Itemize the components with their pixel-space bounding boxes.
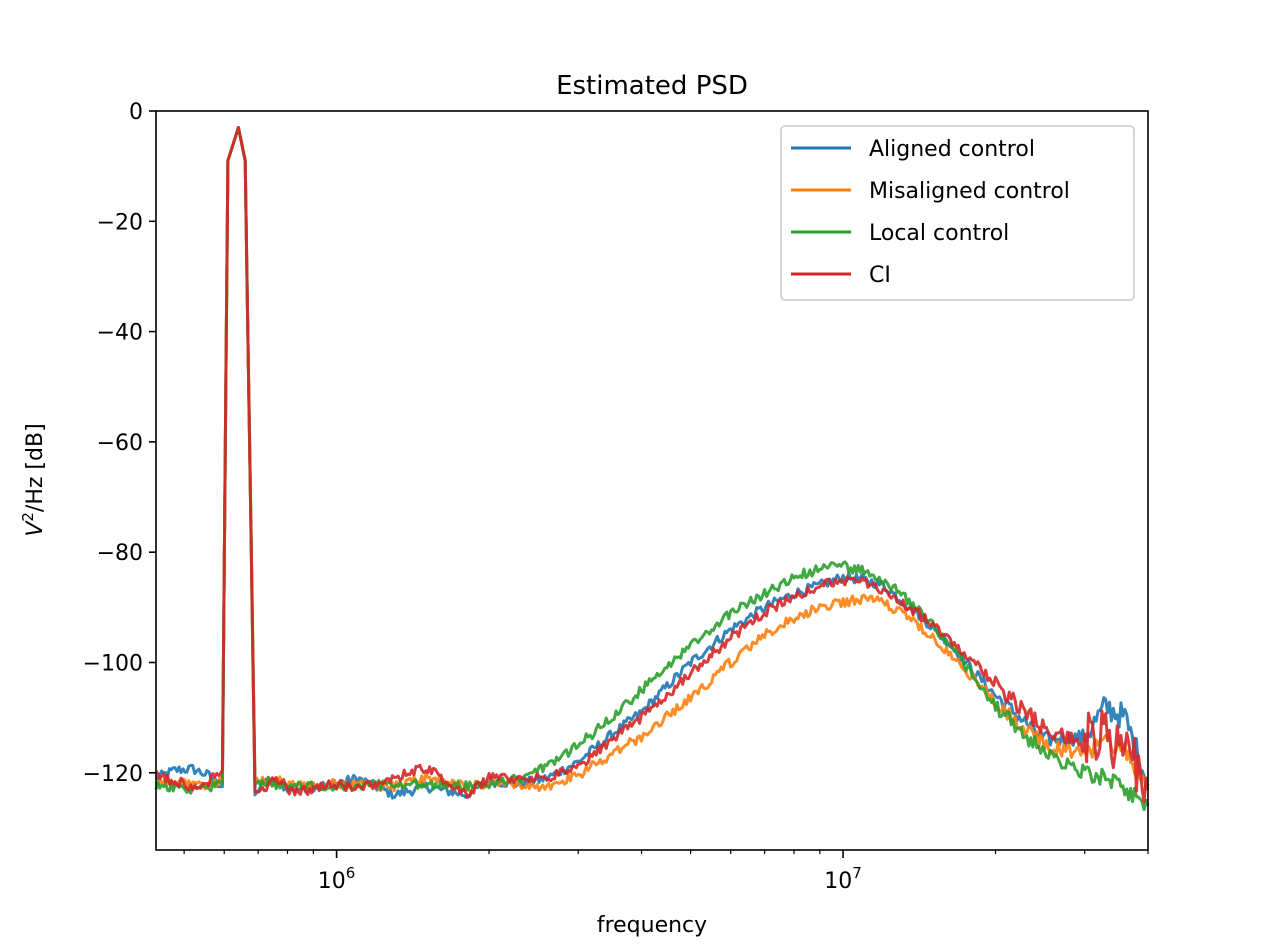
y-tick-label: −40 bbox=[97, 321, 143, 346]
y-tick-label: 0 bbox=[129, 100, 143, 125]
y-tick-label: −60 bbox=[97, 431, 143, 456]
series-line-4 bbox=[154, 126, 1149, 804]
chart-title: Estimated PSD bbox=[556, 71, 748, 101]
legend-label: CI bbox=[869, 263, 891, 288]
legend-label: Local control bbox=[869, 221, 1009, 246]
x-axis-label: frequency bbox=[597, 913, 707, 938]
x-tick-label: 107 bbox=[824, 864, 862, 894]
y-axis-label-base: V bbox=[23, 520, 48, 537]
series-line-3 bbox=[154, 126, 1150, 812]
plot-frame bbox=[155, 110, 1149, 851]
y-axis-label-rest: /Hz [dB] bbox=[23, 423, 48, 512]
y-axis: 0 −20 −40 −60 −80 −100 −120 bbox=[83, 100, 156, 787]
y-tick-label: −100 bbox=[83, 651, 143, 676]
legend-items: Aligned control Misaligned control Local c… bbox=[791, 137, 1070, 288]
legend-box bbox=[780, 125, 1135, 301]
legend-label: Aligned control bbox=[869, 137, 1035, 162]
legend: Aligned control Misaligned control Local c… bbox=[780, 125, 1135, 301]
y-tick-label: −20 bbox=[97, 210, 143, 235]
y-axis-label: V2/Hz [dB] bbox=[19, 423, 48, 536]
y-axis-label-sup: 2 bbox=[19, 512, 37, 522]
x-axis: 106 107 bbox=[183, 850, 1149, 894]
y-tick-label: −120 bbox=[83, 762, 143, 787]
series-layer bbox=[154, 126, 1150, 812]
x-tick-label: 106 bbox=[318, 864, 356, 894]
legend-label: Misaligned control bbox=[869, 179, 1070, 204]
y-tick-label: −80 bbox=[97, 541, 143, 566]
